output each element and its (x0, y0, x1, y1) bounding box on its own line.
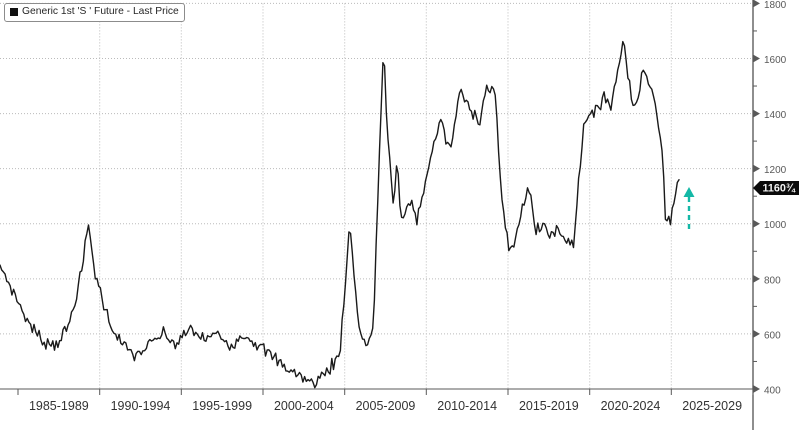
svg-text:1990-1994: 1990-1994 (111, 399, 171, 413)
svg-text:2025-2029: 2025-2029 (682, 399, 742, 413)
svg-text:1600: 1600 (764, 55, 787, 66)
svg-text:1400: 1400 (764, 110, 787, 121)
svg-text:2005-2009: 2005-2009 (356, 399, 416, 413)
svg-text:1000: 1000 (764, 220, 787, 231)
svg-text:600: 600 (764, 330, 781, 341)
svg-text:1800: 1800 (764, 0, 787, 11)
svg-text:2020-2024: 2020-2024 (601, 399, 661, 413)
svg-text:2000-2004: 2000-2004 (274, 399, 334, 413)
svg-text:1200: 1200 (764, 165, 787, 176)
svg-text:1160¾: 1160¾ (763, 183, 796, 195)
svg-text:2015-2019: 2015-2019 (519, 399, 579, 413)
svg-text:1995-1999: 1995-1999 (192, 399, 252, 413)
svg-text:400: 400 (764, 386, 781, 397)
svg-text:1985-1989: 1985-1989 (29, 399, 89, 413)
svg-text:800: 800 (764, 275, 781, 286)
svg-text:2010-2014: 2010-2014 (437, 399, 497, 413)
